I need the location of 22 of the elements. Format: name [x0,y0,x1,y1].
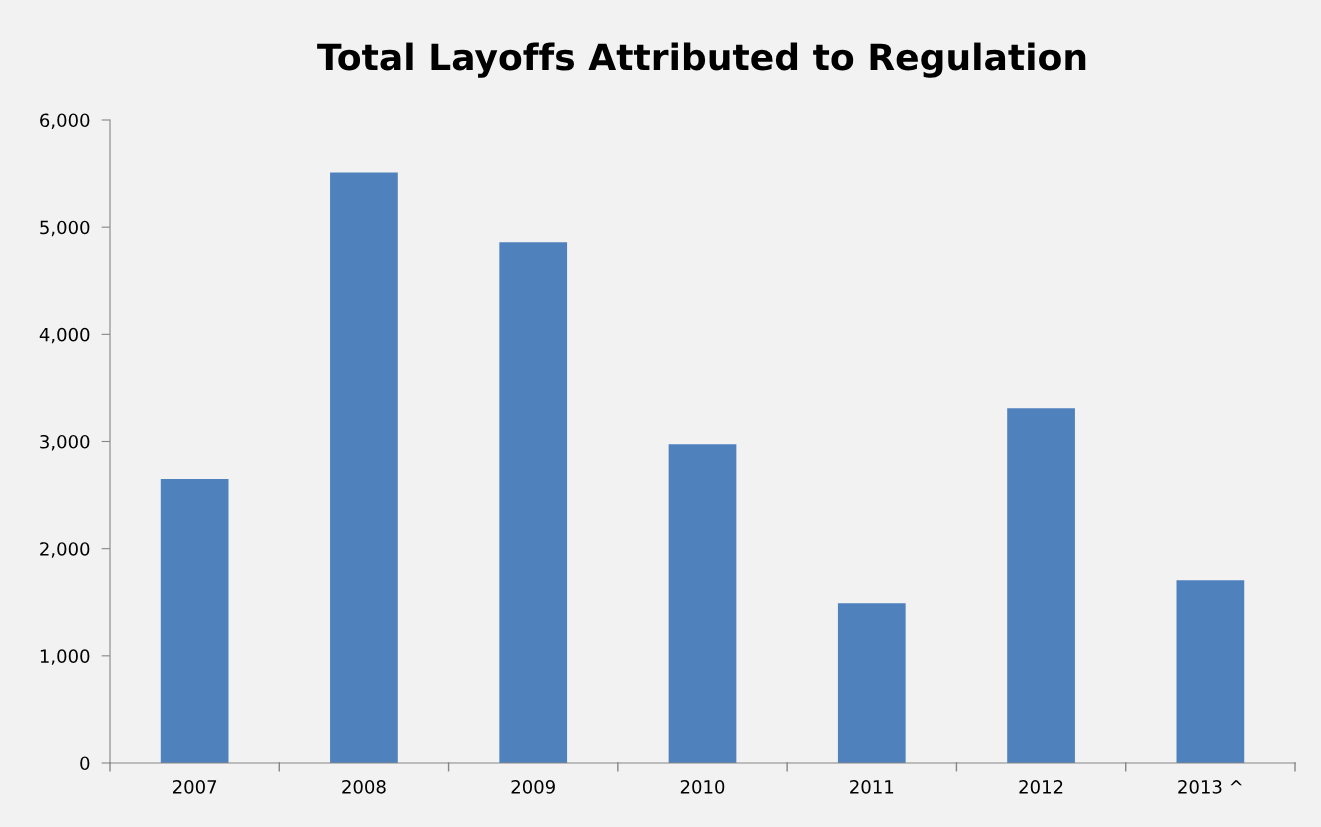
bar [499,242,568,763]
y-tick-label: 5,000 [40,220,90,237]
bar [1176,580,1245,763]
x-tick-label: 2013 ^ [1178,779,1242,794]
y-tick-label: 0 [80,756,90,771]
x-tick-label: 2008 [342,779,386,794]
bar [330,172,398,763]
y-tick-label: 4,000 [39,327,90,344]
bar [668,444,737,763]
bar [160,479,229,763]
x-tick-label: 2009 [511,779,555,794]
x-tick-label: 2011 [850,779,894,794]
y-tick-label: 1,000 [40,649,90,665]
chart-title: Total Layoffs Attributed to Regulation [317,42,1086,78]
bar [837,603,906,763]
y-tick-label: 3,000 [40,434,90,451]
y-tick-label: 2,000 [40,542,90,558]
x-tick-label: 2010 [680,779,725,794]
bar [1007,408,1075,763]
x-tick-label: 2012 [1019,779,1063,794]
x-tick-label: 2007 [172,779,217,794]
y-tick-label: 6,000 [40,113,90,129]
